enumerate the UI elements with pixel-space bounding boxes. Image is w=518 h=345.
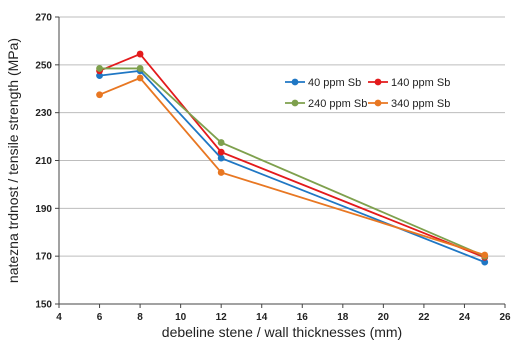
x-tick-label: 12: [216, 312, 228, 323]
x-tick-label: 10: [175, 312, 187, 323]
y-axis-title: natezna trdnost / tensile strength (MPa): [5, 38, 21, 283]
legend-entry: 40 ppm Sb: [285, 77, 361, 89]
x-tick-label: 18: [337, 312, 349, 323]
data-point: [136, 50, 144, 58]
data-point: [481, 251, 489, 259]
grid-lines: [59, 16, 505, 257]
y-tick-label: 250: [35, 60, 52, 71]
series-line: [99, 67, 486, 257]
legend: 40 ppm Sb 140 ppm Sb 240 ppm Sb 340 ppm Sb: [285, 77, 450, 110]
data-point: [136, 74, 144, 82]
series-line: [99, 76, 485, 256]
series-line: [99, 69, 486, 263]
legend-marker: [374, 78, 382, 86]
y-tick-label: 270: [35, 13, 52, 24]
data-point: [217, 154, 225, 162]
legend-marker: [291, 78, 299, 86]
x-tick-label: 6: [97, 312, 103, 323]
legend-entry: 340 ppm Sb: [368, 98, 450, 110]
data-point: [96, 91, 103, 99]
x-tick-label: 22: [418, 312, 430, 323]
x-axis-title: debeline stene / wall thicknesses (mm): [162, 324, 402, 340]
y-tick-label: 210: [35, 156, 52, 167]
data-point: [136, 65, 144, 72]
y-tick-label: 150: [35, 300, 52, 311]
y-tick-label: 230: [35, 108, 52, 119]
axes: 150 170 190 210 230 250 270 4 6 8 10 12 14 16 18 20 22 24…: [35, 13, 511, 324]
x-tick-label: 8: [137, 312, 143, 323]
legend-marker: [374, 99, 382, 107]
y-tick-label: 170: [35, 252, 52, 263]
data-point: [96, 65, 103, 72]
series-lines: [96, 50, 489, 266]
data-point: [217, 148, 225, 156]
legend-label: 340 ppm Sb: [391, 98, 450, 110]
legend-entry: 240 ppm Sb: [285, 98, 367, 110]
legend-marker: [291, 99, 299, 107]
series-line: [99, 52, 486, 259]
legend-label: 140 ppm Sb: [391, 77, 450, 89]
legend-label: 240 ppm Sb: [308, 98, 367, 110]
data-point: [481, 258, 489, 266]
x-tick-label: 4: [56, 312, 62, 323]
x-tick-label: 26: [499, 312, 511, 323]
x-tick-label: 24: [459, 312, 471, 323]
data-point: [96, 72, 103, 79]
legend-label: 40 ppm Sb: [308, 77, 361, 89]
x-tick-label: 16: [297, 312, 309, 323]
data-point: [217, 139, 225, 146]
x-tick-label: 14: [256, 312, 268, 323]
y-tick-label: 190: [35, 204, 52, 215]
legend-entry: 140 ppm Sb: [368, 77, 450, 89]
data-point: [217, 169, 225, 176]
x-tick-label: 20: [378, 312, 390, 323]
